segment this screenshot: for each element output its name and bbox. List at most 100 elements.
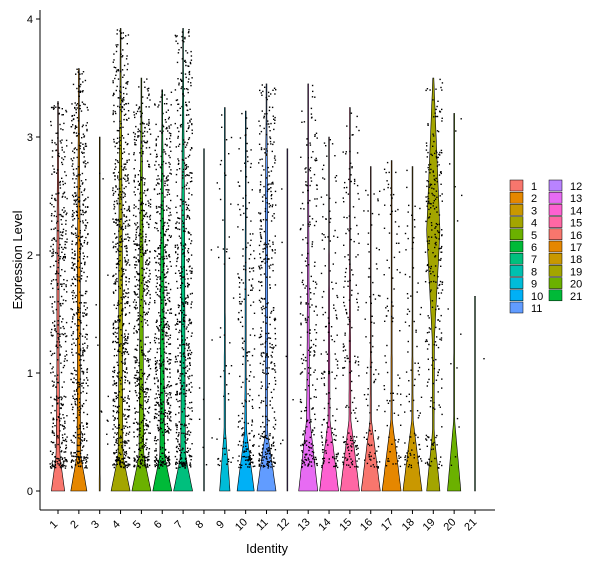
data-point	[188, 154, 191, 156]
data-point	[166, 357, 168, 359]
data-point	[178, 160, 180, 162]
data-point	[245, 176, 248, 178]
data-point	[398, 438, 400, 441]
data-point	[140, 378, 142, 380]
data-point	[348, 455, 351, 458]
data-point	[161, 330, 164, 333]
data-point	[185, 460, 188, 462]
data-point	[53, 206, 55, 208]
data-point	[149, 432, 151, 434]
data-point	[147, 376, 149, 378]
data-point	[266, 442, 268, 445]
data-point	[312, 407, 314, 409]
data-point	[79, 185, 82, 187]
data-point	[61, 424, 64, 427]
data-point	[143, 268, 145, 271]
data-point	[61, 283, 63, 285]
data-point	[56, 169, 59, 171]
violin-16	[360, 166, 381, 492]
data-point	[86, 422, 89, 425]
data-point	[123, 296, 125, 298]
data-point	[184, 356, 186, 358]
data-point	[62, 299, 65, 301]
data-point	[330, 441, 332, 443]
data-point	[177, 323, 179, 325]
data-point	[335, 314, 338, 316]
data-point	[259, 220, 262, 222]
data-point	[179, 275, 181, 277]
data-point	[218, 256, 220, 259]
data-point	[112, 405, 115, 407]
data-point	[57, 463, 59, 465]
data-point	[179, 107, 181, 109]
data-point	[383, 168, 386, 170]
data-point	[406, 460, 408, 462]
data-point	[185, 184, 188, 186]
data-point	[344, 181, 346, 184]
data-point	[302, 191, 304, 194]
data-point	[51, 213, 53, 215]
data-point	[273, 411, 276, 413]
data-point	[170, 199, 172, 202]
data-point	[267, 243, 270, 245]
data-point	[174, 227, 177, 229]
data-point	[58, 459, 60, 461]
data-point	[72, 163, 74, 165]
data-point	[364, 318, 366, 320]
data-point	[76, 87, 78, 90]
data-point	[182, 93, 184, 95]
data-point	[51, 426, 54, 428]
data-point	[134, 460, 136, 462]
data-point	[274, 235, 276, 237]
data-point	[189, 181, 192, 183]
data-point	[159, 426, 161, 429]
data-point	[79, 411, 81, 414]
data-point	[413, 384, 416, 387]
data-point	[175, 467, 177, 469]
data-point	[133, 240, 135, 242]
data-point	[416, 410, 419, 412]
data-point	[128, 381, 131, 384]
data-point	[269, 316, 271, 318]
data-point	[158, 269, 160, 272]
data-point	[187, 208, 189, 210]
data-point	[313, 434, 315, 436]
data-point	[311, 429, 314, 431]
data-point	[142, 252, 144, 254]
data-point	[364, 459, 366, 461]
data-point	[242, 355, 244, 358]
data-point	[71, 103, 73, 105]
data-point	[66, 359, 68, 362]
data-point	[174, 455, 177, 458]
data-point	[55, 308, 58, 311]
data-point	[80, 213, 82, 216]
data-point	[148, 122, 150, 125]
data-point	[54, 273, 57, 275]
data-point	[114, 283, 117, 285]
data-point	[79, 253, 81, 255]
data-point	[78, 444, 80, 447]
data-point	[126, 175, 128, 177]
data-point	[190, 418, 193, 421]
data-point	[139, 249, 142, 251]
data-point	[127, 353, 130, 355]
data-point	[77, 434, 79, 436]
data-point	[274, 318, 277, 321]
data-point	[167, 228, 169, 230]
data-point	[155, 285, 158, 288]
data-point	[166, 430, 168, 433]
data-point	[134, 159, 136, 161]
data-point	[81, 101, 84, 103]
data-point	[65, 230, 67, 232]
data-point	[342, 463, 345, 466]
data-point	[146, 438, 148, 441]
data-point	[170, 429, 172, 431]
data-point	[134, 243, 136, 245]
data-point	[60, 234, 62, 236]
data-point	[59, 463, 61, 465]
data-point	[75, 242, 78, 244]
data-point	[136, 435, 139, 438]
data-point	[268, 188, 271, 190]
data-point	[75, 227, 77, 229]
data-point	[170, 265, 172, 267]
